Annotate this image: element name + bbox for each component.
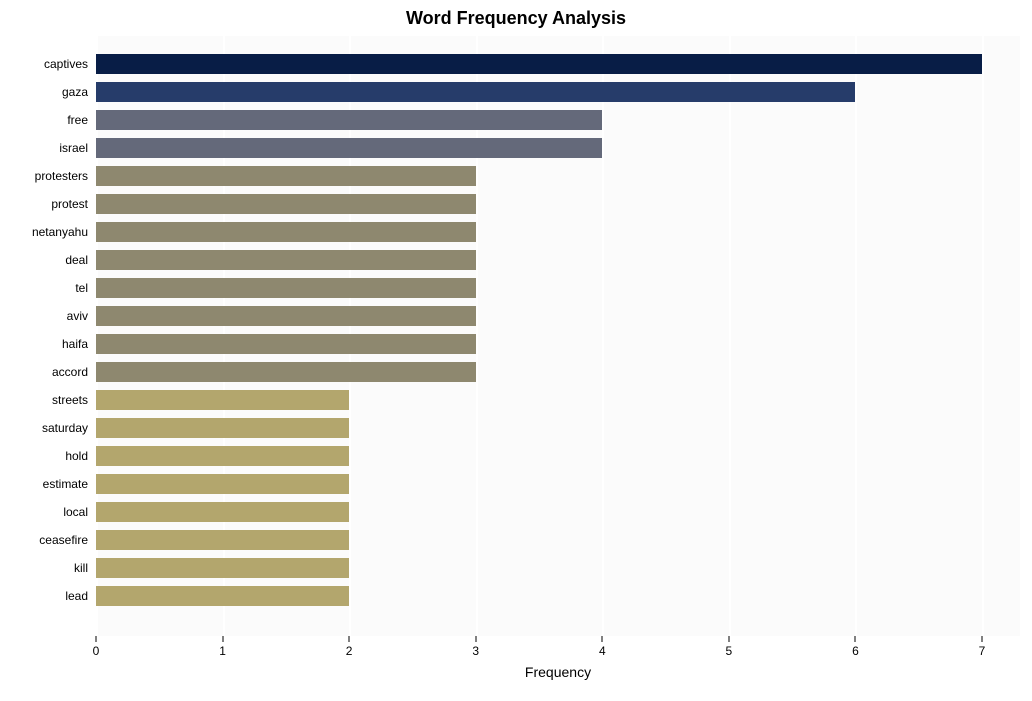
y-tick-label: kill <box>0 561 88 575</box>
y-tick-label: streets <box>0 393 88 407</box>
x-tick-label: 2 <box>346 644 353 658</box>
x-tick-mark <box>349 636 350 642</box>
bar <box>96 306 476 326</box>
y-tick-label: tel <box>0 281 88 295</box>
x-tick-mark <box>222 636 223 642</box>
bar <box>96 530 349 550</box>
x-tick-label: 4 <box>599 644 606 658</box>
gridline <box>729 36 731 636</box>
y-tick-label: hold <box>0 449 88 463</box>
gridline <box>982 36 984 636</box>
bar <box>96 222 476 242</box>
chart-title: Word Frequency Analysis <box>0 8 1032 29</box>
y-tick-label: captives <box>0 57 88 71</box>
bar <box>96 250 476 270</box>
bar <box>96 446 349 466</box>
y-tick-label: local <box>0 505 88 519</box>
gridline <box>855 36 857 636</box>
x-tick-mark <box>728 636 729 642</box>
bar <box>96 474 349 494</box>
bar <box>96 82 855 102</box>
y-tick-label: saturday <box>0 421 88 435</box>
x-tick-label: 5 <box>726 644 733 658</box>
bar <box>96 278 476 298</box>
bar <box>96 194 476 214</box>
y-tick-label: deal <box>0 253 88 267</box>
y-tick-label: protesters <box>0 169 88 183</box>
x-tick-label: 0 <box>93 644 100 658</box>
x-tick-mark <box>982 636 983 642</box>
y-tick-label: israel <box>0 141 88 155</box>
bar <box>96 166 476 186</box>
bar <box>96 362 476 382</box>
y-tick-label: haifa <box>0 337 88 351</box>
bar <box>96 390 349 410</box>
bar <box>96 418 349 438</box>
x-tick-label: 6 <box>852 644 859 658</box>
bar <box>96 138 602 158</box>
x-axis-title: Frequency <box>96 664 1020 680</box>
y-tick-label: netanyahu <box>0 225 88 239</box>
y-tick-label: lead <box>0 589 88 603</box>
y-tick-label: aviv <box>0 309 88 323</box>
gridline <box>602 36 604 636</box>
bar <box>96 110 602 130</box>
plot-area <box>96 36 1020 636</box>
x-tick-label: 3 <box>472 644 479 658</box>
chart-container: Word Frequency Analysis Frequency 0 1 2 3 4 5… <box>0 0 1032 701</box>
y-tick-label: free <box>0 113 88 127</box>
y-tick-label: estimate <box>0 477 88 491</box>
bar <box>96 558 349 578</box>
y-tick-label: protest <box>0 197 88 211</box>
bar <box>96 586 349 606</box>
x-tick-mark <box>475 636 476 642</box>
x-tick-mark <box>602 636 603 642</box>
x-tick-label: 1 <box>219 644 226 658</box>
bar <box>96 502 349 522</box>
x-tick-mark <box>855 636 856 642</box>
bar <box>96 54 982 74</box>
x-tick-mark <box>96 636 97 642</box>
bar <box>96 334 476 354</box>
x-tick-label: 7 <box>979 644 986 658</box>
y-tick-label: gaza <box>0 85 88 99</box>
y-tick-label: ceasefire <box>0 533 88 547</box>
y-tick-label: accord <box>0 365 88 379</box>
